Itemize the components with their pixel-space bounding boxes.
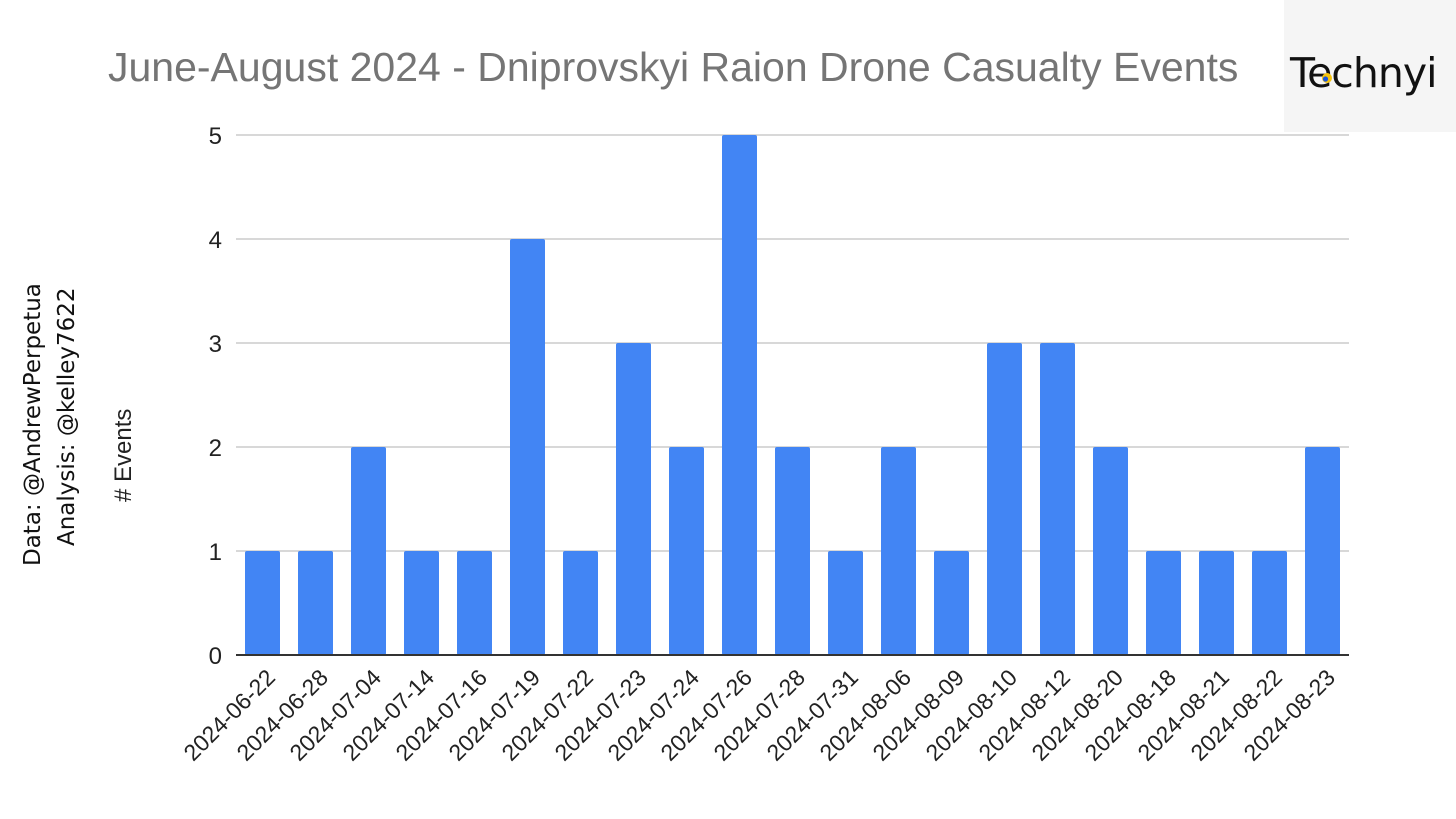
logo-accent-icon bbox=[1322, 73, 1332, 83]
bar bbox=[510, 239, 545, 655]
bar bbox=[457, 551, 492, 655]
bar bbox=[298, 551, 333, 655]
y-tick-label: 4 bbox=[209, 227, 222, 254]
y-tick-label: 0 bbox=[209, 643, 222, 670]
bar bbox=[351, 447, 386, 655]
y-tick-label: 1 bbox=[209, 539, 222, 566]
bar bbox=[828, 551, 863, 655]
bar bbox=[616, 343, 651, 655]
bar bbox=[1146, 551, 1181, 655]
y-tick-label: 3 bbox=[209, 331, 222, 358]
logo-background bbox=[1284, 0, 1456, 132]
bar bbox=[934, 551, 969, 655]
bar bbox=[987, 343, 1022, 655]
y-tick-label: 5 bbox=[209, 123, 222, 150]
bar bbox=[1199, 551, 1234, 655]
bar bbox=[1093, 447, 1128, 655]
technyi-logo: Technyi bbox=[1290, 49, 1437, 97]
bar bbox=[1305, 447, 1340, 655]
bar bbox=[1252, 551, 1287, 655]
y-tick-label: 2 bbox=[209, 435, 222, 462]
bar bbox=[1040, 343, 1075, 655]
bar bbox=[722, 135, 757, 655]
bar bbox=[404, 551, 439, 655]
bar bbox=[245, 551, 280, 655]
bar bbox=[775, 447, 810, 655]
bar bbox=[669, 447, 704, 655]
chart-title: June-August 2024 - Dniprovskyi Raion Dro… bbox=[108, 44, 1239, 90]
bar bbox=[563, 551, 598, 655]
bar bbox=[881, 447, 916, 655]
